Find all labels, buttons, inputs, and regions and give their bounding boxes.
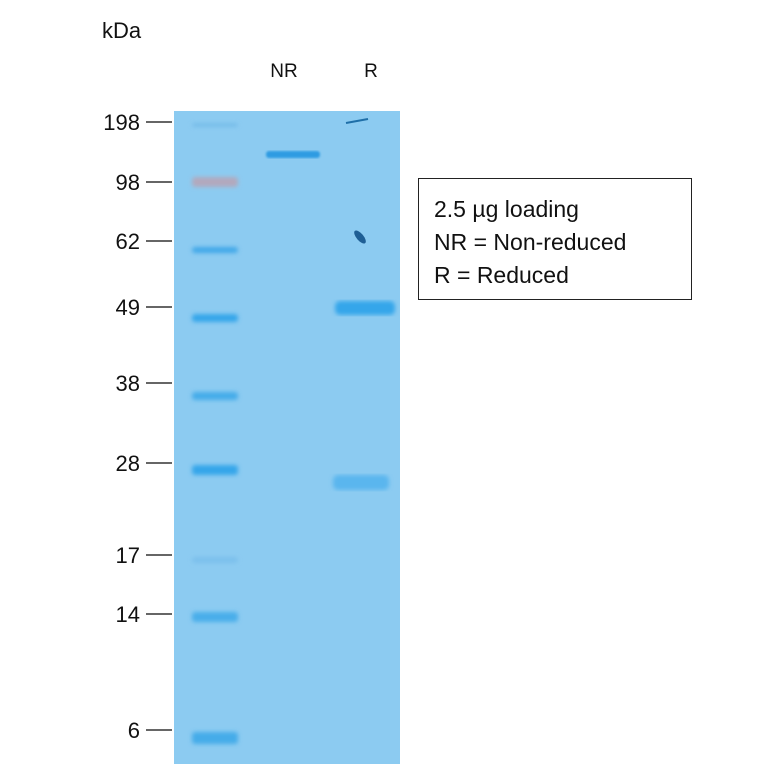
unit-label: kDa	[102, 18, 142, 43]
band-r-dark-spot	[354, 230, 366, 244]
marker-label-38: 38	[116, 371, 140, 396]
marker-label-62: 62	[116, 229, 140, 254]
gel	[174, 111, 400, 764]
lane-label-nr: NR	[270, 61, 297, 82]
ladder-band-28	[192, 465, 238, 475]
marker-label-6: 6	[128, 718, 140, 743]
legend-line: R = Reduced	[434, 262, 569, 288]
marker-label-98: 98	[116, 170, 140, 195]
band-r-light-chain	[333, 475, 389, 490]
ladder-band-198	[192, 123, 238, 127]
marker-label-198: 198	[103, 110, 140, 135]
legend-line: NR = Non-reduced	[434, 229, 627, 255]
ladder-band-49	[192, 314, 238, 322]
ladder-band-6	[192, 732, 238, 744]
marker-label-17: 17	[116, 543, 140, 568]
legend-line: 2.5 µg loading	[434, 196, 579, 222]
band-nr-heavy	[266, 151, 320, 158]
ladder-band-98	[192, 177, 238, 187]
ladder-band-14	[192, 612, 238, 622]
marker-label-28: 28	[116, 451, 140, 476]
marker-label-14: 14	[116, 602, 140, 627]
ladder-band-17	[192, 557, 238, 563]
ladder-band-62	[192, 247, 238, 253]
band-r-top	[345, 118, 369, 124]
band-r-heavy-chain	[335, 301, 395, 315]
lane-label-r: R	[364, 61, 378, 82]
marker-label-49: 49	[116, 295, 140, 320]
legend-box: 2.5 µg loading NR = Non-reduced R = Redu…	[418, 178, 692, 300]
ladder-band-38	[192, 392, 238, 400]
